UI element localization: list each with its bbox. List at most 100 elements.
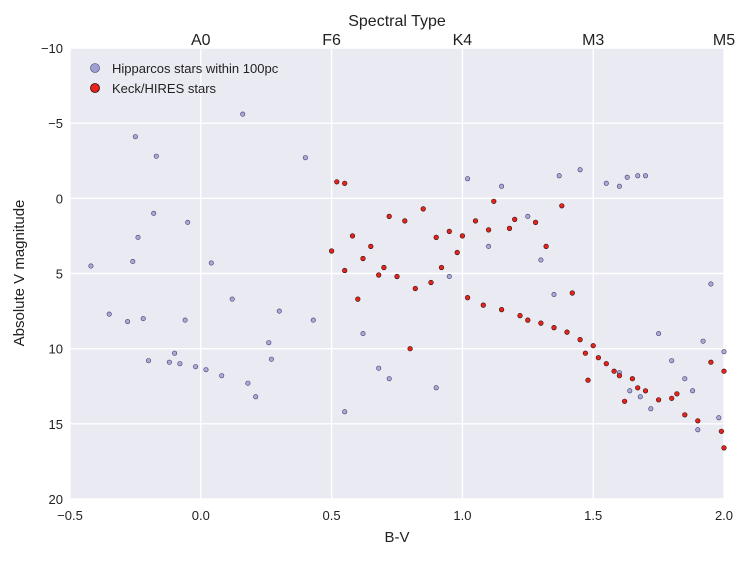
keck-point [480,302,486,308]
keck-point [695,418,701,424]
hipparcos-point [465,176,471,182]
keck-point [538,320,544,326]
chart-title: Spectral Type [348,13,446,30]
hipparcos-point [177,361,183,367]
hipparcos-point [253,394,259,400]
keck-point [577,337,583,343]
hipparcos-point [700,338,706,344]
x-tick-label: −0.5 [57,508,83,523]
hipparcos-point [635,173,641,179]
keck-point [368,243,374,249]
spectral-type-label: A0 [191,32,211,49]
legend-label-keck: Keck/HIRES stars [112,81,217,96]
keck-point [499,307,505,313]
y-tick-label: −10 [41,41,63,56]
keck-point [721,445,727,451]
y-tick-label: 5 [56,267,63,282]
hipparcos-point [310,317,316,323]
hipparcos-point [229,296,235,302]
hipparcos-point [342,409,348,415]
hipparcos-point [132,134,138,140]
keck-point [376,272,382,278]
keck-point [381,264,387,271]
keck-point [721,368,727,374]
keck-point [433,234,439,240]
x-tick-label: 2.0 [715,508,733,523]
keck-point [446,228,452,234]
legend-label-hipparcos: Hipparcos stars within 100pc [112,61,279,76]
keck-point [394,273,400,280]
keck-point [559,203,565,209]
grid-lines [69,47,725,500]
hipparcos-point [219,373,225,379]
keck-point [621,398,628,404]
keck-point [428,279,434,286]
y-tick-label: 0 [56,191,63,206]
spectral-type-label: K4 [453,32,473,49]
keck-point [532,219,539,225]
keck-point [438,264,445,271]
hipparcos-point [182,317,188,323]
hipparcos-point [276,308,282,314]
legend: Hipparcos stars within 100pc Keck/HIRES … [90,61,279,96]
keck-point [551,325,557,331]
hipparcos-point [146,358,152,364]
hipparcos-point [616,183,622,189]
keck-point [616,373,623,379]
hipparcos-point [446,273,452,279]
keck-point [590,343,596,349]
x-tick-label: 0.5 [323,508,341,523]
keck-point [506,225,513,231]
hipparcos-point [669,358,675,364]
hipparcos-point [577,167,583,173]
keck-point [582,350,589,356]
keck-point [334,179,340,185]
hipparcos-point [245,380,251,386]
legend-marker-keck [90,83,100,93]
spectral-type-label: F6 [322,32,341,49]
hipparcos-point [130,258,136,264]
y-tick-label: −5 [48,116,63,131]
hipparcos-point [708,281,714,287]
keck-point [708,359,714,365]
hipparcos-point [433,385,439,391]
keck-point [635,385,641,391]
keck-point [655,397,662,403]
hipparcos-point [695,427,701,433]
hipparcos-point [525,213,531,219]
hipparcos-point [203,367,209,373]
keck-point [355,296,361,302]
series-0 [88,111,727,433]
keck-point [412,285,418,292]
keck-point [642,388,649,394]
keck-point [569,290,575,296]
hipparcos-point [153,153,159,159]
keck-point [674,391,680,397]
hipparcos-point [538,257,544,263]
data-points [88,111,727,451]
hipparcos-point [208,260,214,266]
y-tick-label: 10 [49,342,63,357]
y-tick-label: 15 [49,417,63,432]
hipparcos-point [603,180,609,186]
series-1 [329,179,727,451]
keck-point [669,395,675,401]
hipparcos-point [135,234,141,240]
hipparcos-point [551,291,557,297]
keck-point [349,233,356,239]
keck-point [682,412,688,418]
hipparcos-point [88,263,94,269]
y-tick-labels: −10 −5 0 5 10 15 20 [41,41,63,507]
x-tick-label: 0.0 [192,508,210,523]
hipparcos-point [166,359,172,365]
keck-point [402,218,408,224]
legend-marker-hipparcos [90,63,100,73]
keck-point [454,249,460,256]
hipparcos-point [140,316,146,322]
keck-point [342,180,348,186]
keck-point [420,206,426,212]
keck-point [585,377,591,383]
x-tick-label: 1.5 [584,508,602,523]
hipparcos-point [637,394,643,400]
